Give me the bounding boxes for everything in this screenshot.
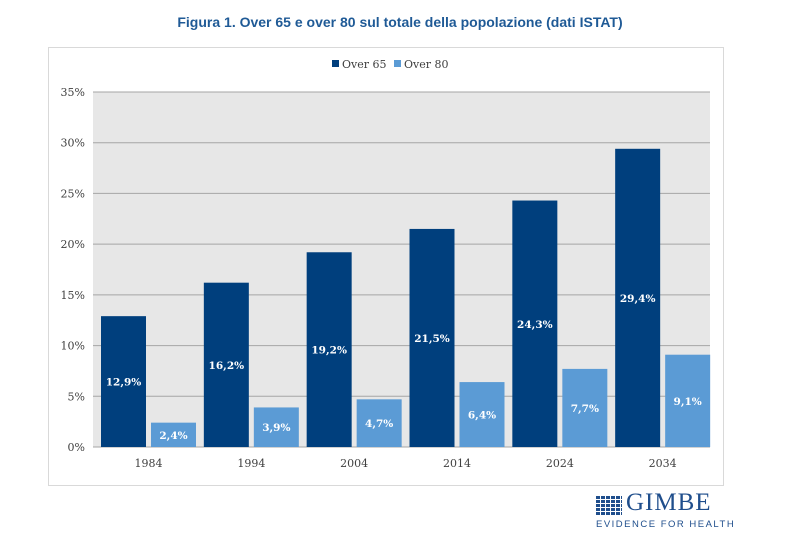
data-label: 2,4% (159, 430, 187, 442)
data-label: 16,2% (209, 360, 245, 372)
bar-over-65 (101, 316, 146, 447)
legend-swatch (394, 60, 401, 67)
data-label: 6,4% (468, 410, 496, 422)
data-label: 24,3% (517, 319, 553, 331)
bar-over-65 (306, 252, 352, 447)
x-tick-label: 1984 (135, 457, 163, 470)
bar-over-65 (203, 282, 249, 447)
bar-over-80 (356, 399, 402, 447)
logo-name: GIMBE (626, 489, 712, 516)
data-label: 7,7% (571, 403, 599, 415)
data-label: 12,9% (106, 377, 142, 389)
y-tick-label: 35% (61, 86, 85, 99)
bar-over-80 (665, 354, 711, 447)
x-tick-label: 1994 (237, 457, 265, 470)
legend-label: Over 80 (404, 58, 449, 71)
bar-over-80 (253, 407, 299, 447)
data-label: 19,2% (311, 345, 347, 357)
data-label: 3,9% (262, 422, 290, 434)
legend-label: Over 65 (342, 58, 387, 71)
logo-grid-icon (596, 495, 622, 515)
x-tick-label: 2014 (443, 457, 471, 470)
bar-over-80 (562, 368, 608, 447)
y-tick-label: 15% (61, 289, 85, 302)
bar-over-65 (615, 148, 661, 448)
y-tick-label: 10% (61, 340, 85, 353)
x-tick-label: 2034 (649, 457, 677, 470)
bar-over-65 (512, 200, 558, 447)
legend-swatch (332, 60, 339, 67)
y-tick-label: 20% (61, 238, 85, 251)
y-tick-label: 5% (68, 390, 85, 403)
y-tick-label: 25% (61, 187, 85, 200)
data-label: 29,4% (620, 293, 656, 305)
data-label: 9,1% (674, 396, 702, 408)
bar-over-80 (151, 422, 196, 447)
x-tick-label: 2004 (340, 457, 368, 470)
bar-over-80 (459, 382, 505, 447)
bar-over-65 (409, 228, 455, 447)
x-tick-label: 2024 (546, 457, 574, 470)
chart-title: Figura 1. Over 65 e over 80 sul totale d… (177, 14, 623, 30)
chart-frame (48, 47, 724, 486)
data-label: 4,7% (365, 418, 393, 430)
logo-tagline: EVIDENCE FOR HEALTH (596, 519, 736, 530)
data-label: 21,5% (414, 333, 450, 345)
y-tick-label: 0% (68, 441, 85, 454)
y-tick-label: 30% (61, 137, 85, 150)
